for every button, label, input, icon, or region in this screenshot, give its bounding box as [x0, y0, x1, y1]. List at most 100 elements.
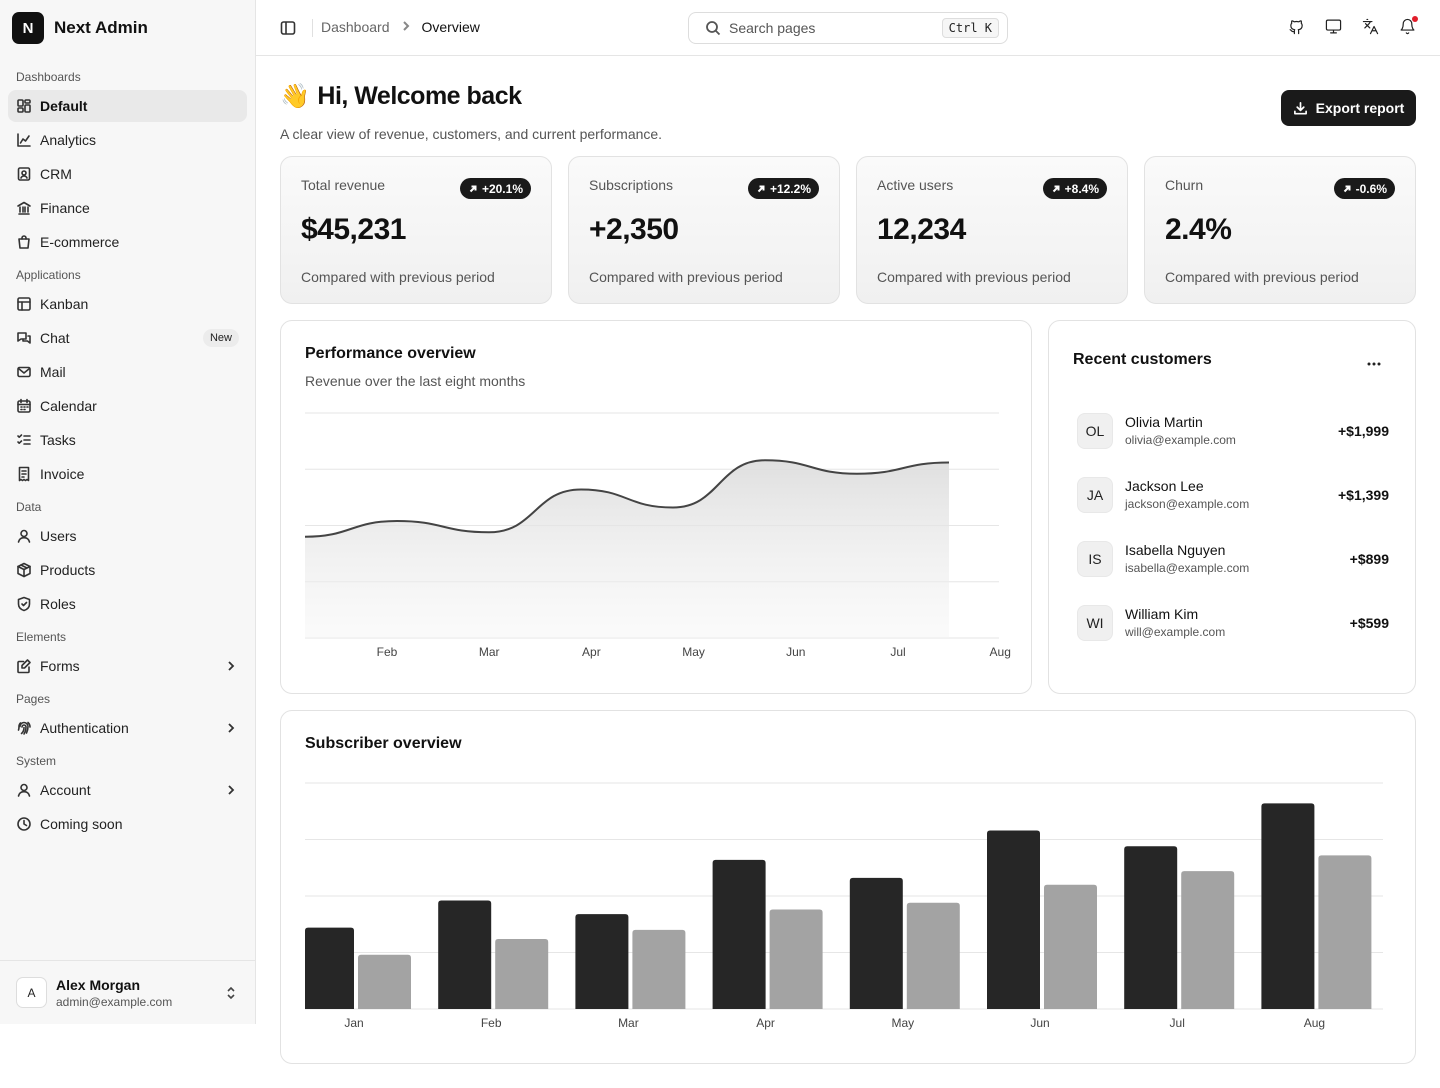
- bar-series-2: [906, 902, 960, 1009]
- chat-icon: [16, 330, 32, 346]
- sidebar-item-label: Account: [40, 782, 91, 798]
- chevrons-up-down-icon[interactable]: [223, 985, 239, 1001]
- export-report-button[interactable]: Export report: [1281, 90, 1416, 126]
- sidebar-item-label: Mail: [40, 364, 66, 380]
- x-tick-label: Aug: [1304, 1016, 1325, 1030]
- customer-avatar: WI: [1077, 605, 1113, 641]
- arrow-up-right-icon: [1343, 185, 1351, 192]
- more-horizontal-icon[interactable]: [1365, 355, 1383, 373]
- bar-series-2: [495, 938, 549, 1009]
- sidebar-item-tasks[interactable]: Tasks: [8, 424, 247, 456]
- sidebar-item-account[interactable]: Account: [8, 774, 247, 806]
- stat-label: Subscriptions: [589, 177, 674, 193]
- customer-name: Jackson Lee: [1125, 478, 1204, 494]
- sidebar-item-label: Finance: [40, 200, 90, 216]
- sidebar-item-coming-soon[interactable]: Coming soon: [8, 808, 247, 840]
- stat-label: Active users: [877, 177, 954, 193]
- recent-customers-card: Recent customers OL Olivia Martin olivia…: [1048, 320, 1416, 694]
- sidebar-item-forms[interactable]: Forms: [8, 650, 247, 682]
- breadcrumb-dashboard[interactable]: Dashboard: [321, 19, 390, 35]
- sidebar-item-mail[interactable]: Mail: [8, 356, 247, 388]
- bell-icon[interactable]: [1399, 16, 1418, 35]
- customer-row[interactable]: OL Olivia Martin olivia@example.com +$1,…: [1077, 413, 1389, 477]
- sidebar-item-finance[interactable]: Finance: [8, 192, 247, 224]
- stat-value: +2,350: [589, 213, 679, 246]
- package-icon: [16, 562, 32, 578]
- bar-series-1: [438, 900, 492, 1009]
- brand[interactable]: N Next Admin: [12, 12, 148, 44]
- stat-label: Churn: [1165, 177, 1204, 193]
- customer-row[interactable]: WI William Kim will@example.com +$599: [1077, 605, 1389, 669]
- sidebar-item-default[interactable]: Default: [8, 90, 247, 122]
- user-menu[interactable]: A Alex Morgan admin@example.com: [0, 960, 256, 1024]
- list-checks-icon: [16, 432, 32, 448]
- customer-email: jackson@example.com: [1125, 497, 1250, 511]
- area-line: [304, 459, 950, 538]
- sidebar-toggle-icon[interactable]: [280, 20, 296, 36]
- sidebar-item-crm[interactable]: CRM: [8, 158, 247, 190]
- shield-icon: [16, 596, 32, 612]
- recent-customers-title: Recent customers: [1073, 351, 1212, 368]
- customer-email: isabella@example.com: [1125, 561, 1250, 575]
- trend-badge: -0.6%: [1333, 178, 1395, 199]
- x-tick-label: Jul: [1170, 1016, 1185, 1030]
- bar-series-2: [1181, 871, 1235, 1009]
- user-email: admin@example.com: [56, 994, 173, 1009]
- sidebar-item-e-commerce[interactable]: E-commerce: [8, 226, 247, 258]
- sidebar-item-label: E-commerce: [40, 234, 120, 250]
- welcome-section: 👋 Hi, Welcome back A clear view of reven…: [280, 80, 662, 143]
- customer-name: Isabella Nguyen: [1125, 542, 1226, 558]
- stat-note: Compared with previous period: [877, 269, 1071, 285]
- sidebar-item-label: Invoice: [40, 466, 85, 482]
- sidebar-item-label: Tasks: [40, 432, 76, 448]
- x-tick-label: Mar: [479, 645, 500, 659]
- clock-icon: [16, 816, 32, 832]
- nav-group-label: Dashboards: [16, 70, 81, 84]
- trend-value: +20.1%: [481, 181, 523, 196]
- stat-value: 12,234: [877, 213, 966, 246]
- bar-series-1: [305, 927, 354, 1009]
- brand-name: Next Admin: [54, 18, 148, 37]
- performance-area-chart: Feb Mar Apr May Jun Jul Aug: [304, 412, 1011, 659]
- sidebar-item-chat[interactable]: Chat New: [8, 322, 247, 354]
- sidebar-item-kanban[interactable]: Kanban: [8, 288, 247, 320]
- trend-value: +8.4%: [1064, 181, 1099, 196]
- stat-card: Active users +8.4% 12,234 Compared with …: [856, 156, 1128, 304]
- sidebar-item-label: Analytics: [40, 132, 97, 148]
- user-avatar: A: [16, 977, 47, 1008]
- sidebar-item-invoice[interactable]: Invoice: [8, 458, 247, 490]
- contact-icon: [16, 166, 32, 182]
- sidebar-nav: Dashboards Default Analytics CRM Finance E-co…: [8, 62, 247, 842]
- user-icon: [16, 528, 32, 544]
- user-icon: [16, 782, 32, 798]
- sidebar-item-authentication[interactable]: Authentication: [8, 712, 247, 744]
- x-tick-label: Jul: [890, 645, 905, 659]
- sidebar-item-products[interactable]: Products: [8, 554, 247, 586]
- x-tick-label: Aug: [990, 645, 1011, 659]
- subscriber-card: Subscriber overview Jan Feb Mar Apr May Jun Ju…: [280, 710, 1416, 1064]
- customer-email: olivia@example.com: [1125, 433, 1236, 447]
- sidebar-item-users[interactable]: Users: [8, 520, 247, 552]
- customer-avatar: JA: [1077, 477, 1113, 513]
- monitor-icon[interactable]: [1325, 18, 1342, 35]
- sidebar-item-analytics[interactable]: Analytics: [8, 124, 247, 156]
- chevron-right-icon: [400, 19, 412, 35]
- sidebar-item-calendar[interactable]: Calendar: [8, 390, 247, 422]
- sidebar-item-label: Default: [40, 98, 88, 114]
- customer-avatar: OL: [1077, 413, 1113, 449]
- x-tick-label: May: [682, 645, 705, 659]
- translate-icon[interactable]: [1362, 18, 1379, 35]
- subscriber-bar-chart: Jan Feb Mar Apr May Jun Jul Aug: [305, 782, 1383, 1030]
- sidebar-item-label: Coming soon: [40, 816, 123, 832]
- github-icon[interactable]: [1288, 18, 1305, 35]
- sidebar-item-roles[interactable]: Roles: [8, 588, 247, 620]
- customer-row[interactable]: IS Isabella Nguyen isabella@example.com …: [1077, 541, 1389, 605]
- breadcrumb: Dashboard Overview: [321, 19, 480, 35]
- bar-series-1: [575, 914, 629, 1009]
- customer-row[interactable]: JA Jackson Lee jackson@example.com +$1,3…: [1077, 477, 1389, 541]
- x-tick-label: Feb: [481, 1016, 502, 1030]
- stat-note: Compared with previous period: [301, 269, 495, 285]
- nav-group-label: Data: [16, 500, 42, 514]
- search-input[interactable]: Search pages Ctrl K: [688, 12, 1008, 44]
- performance-title: Performance overview: [305, 345, 476, 362]
